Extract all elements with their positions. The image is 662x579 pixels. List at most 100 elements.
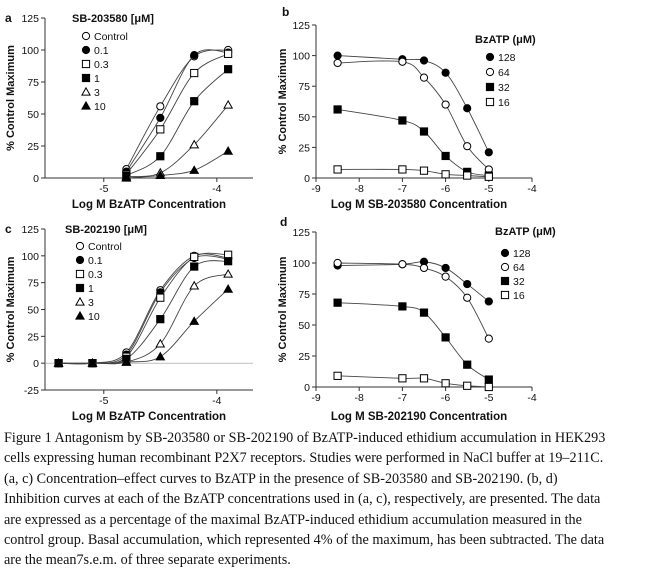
- data-point: [156, 125, 165, 134]
- series-64: [333, 258, 493, 343]
- data-point: [223, 268, 234, 278]
- data-point: [156, 152, 165, 161]
- data-point: [419, 127, 429, 136]
- legend-title: SB-202190 [μM]: [65, 224, 147, 236]
- series-10: [121, 146, 234, 182]
- data-point: [484, 297, 493, 306]
- data-point: [189, 280, 200, 290]
- fit-curve: [337, 60, 490, 170]
- data-point: [463, 381, 472, 390]
- x-axis-label: Log M SB-203580 Concentration: [331, 199, 507, 211]
- y-tick-label: 50: [298, 320, 310, 332]
- series-0-1: [122, 48, 233, 176]
- data-point: [398, 302, 407, 311]
- data-point: [441, 333, 450, 342]
- fit-curve: [126, 150, 229, 179]
- data-point: [333, 165, 342, 174]
- y-tick-label: 0: [33, 173, 39, 185]
- data-point: [223, 146, 234, 155]
- legend-label: 64: [513, 262, 525, 274]
- series-64: [333, 57, 493, 174]
- data-point: [398, 260, 407, 269]
- data-point: [224, 65, 233, 74]
- data-point: [333, 258, 342, 268]
- legend-label: 3: [94, 87, 100, 99]
- legend-label: 128: [498, 52, 516, 64]
- data-point: [463, 279, 472, 289]
- data-point: [224, 49, 233, 58]
- data-point: [441, 263, 450, 273]
- fit-curve: [126, 53, 229, 175]
- fit-curve: [126, 104, 229, 178]
- y-tick-label: 75: [298, 81, 310, 93]
- data-point: [156, 315, 165, 324]
- y-tick-label: 25: [27, 331, 39, 343]
- caption-line: Inhibition curves at each of the BzATP c…: [4, 491, 601, 508]
- data-point: [333, 105, 342, 114]
- data-point: [121, 172, 132, 182]
- data-point: [398, 57, 407, 66]
- data-point: [484, 172, 493, 181]
- legend-label: 16: [498, 97, 510, 109]
- data-point: [190, 51, 199, 60]
- panel-letter: d: [280, 215, 287, 229]
- fit-curve: [58, 288, 229, 364]
- figure-caption: Figure 1 Antagonism by SB-203580 or SB-2…: [4, 428, 660, 571]
- data-point: [53, 358, 64, 367]
- x-tick-label: -4: [212, 183, 221, 195]
- legend-marker: [81, 31, 91, 41]
- x-tick-label: -7: [398, 183, 407, 195]
- data-point: [190, 262, 199, 271]
- x-tick-label: -7: [398, 392, 407, 404]
- x-tick-label: -5: [484, 392, 493, 404]
- legend-marker: [75, 296, 85, 306]
- y-tick-label: -25: [24, 385, 39, 397]
- data-point: [189, 139, 200, 149]
- legend-label: 64: [498, 67, 510, 79]
- legend-marker: [485, 52, 495, 62]
- data-point: [155, 338, 166, 348]
- x-axis-label: Log M BzATP Concentration: [72, 411, 226, 423]
- legend-label: 0.1: [88, 255, 103, 267]
- series-32: [333, 298, 493, 384]
- legend-marker: [500, 262, 510, 272]
- legend-marker: [81, 73, 91, 83]
- legend-label: Control: [88, 241, 122, 253]
- data-point: [155, 170, 166, 180]
- data-point: [87, 358, 98, 367]
- data-point: [441, 100, 450, 109]
- x-tick-label: -4: [527, 183, 536, 195]
- legend-label: 3: [88, 297, 94, 309]
- legend-label: 1: [94, 73, 100, 85]
- legend-marker: [75, 241, 85, 251]
- legend-marker: [81, 100, 91, 110]
- data-point: [463, 171, 472, 180]
- x-tick-label: -4: [212, 395, 221, 407]
- legend-marker: [81, 45, 91, 55]
- y-tick-label: 100: [21, 45, 39, 57]
- legend-label: 16: [513, 290, 525, 302]
- fit-curve: [58, 252, 229, 365]
- x-tick-label: -9: [311, 183, 320, 195]
- data-point: [441, 170, 450, 179]
- data-point: [156, 293, 165, 302]
- y-tick-label: 100: [292, 258, 310, 270]
- data-point: [189, 165, 200, 174]
- data-point: [121, 356, 132, 366]
- data-point: [224, 257, 233, 266]
- data-point: [419, 166, 429, 175]
- data-point: [156, 102, 165, 111]
- y-tick-label: 0: [304, 173, 310, 185]
- legend-marker: [81, 59, 91, 69]
- caption-line: are the mean7s.e.m. of three separate ex…: [4, 552, 291, 569]
- data-point: [419, 56, 429, 65]
- data-point: [190, 97, 199, 106]
- data-point: [333, 371, 342, 380]
- y-tick-label: 125: [292, 227, 310, 239]
- y-tick-label: 75: [27, 278, 39, 290]
- legend-marker: [81, 86, 91, 96]
- series-0-3: [54, 250, 233, 368]
- legend-title: SB-203580 [μM]: [72, 13, 154, 25]
- y-tick-label: 125: [21, 224, 39, 236]
